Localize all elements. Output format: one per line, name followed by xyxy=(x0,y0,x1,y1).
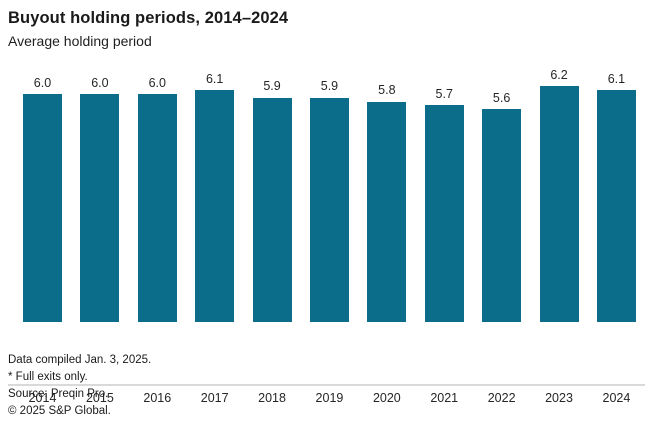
x-axis-tick-label: 2019 xyxy=(315,391,344,405)
footnote-copyright: © 2025 S&P Global. xyxy=(8,405,111,417)
bar-column-2017: 6.1 xyxy=(195,71,235,322)
x-axis-tick-label: 2024 xyxy=(602,391,631,405)
chart-footnotes: Data compiled Jan. 3, 2025. * Full exits… xyxy=(8,352,151,420)
x-axis-tick-label: 2018 xyxy=(258,391,286,405)
bar-value-label: 6.1 xyxy=(205,71,224,86)
bar-value-label: 6.0 xyxy=(148,75,166,90)
bar-column-2020: 5.8 xyxy=(367,83,407,322)
chart-header: Buyout holding periods, 2014–2024 Averag… xyxy=(0,0,660,49)
bar-value-label: 6.2 xyxy=(550,67,568,82)
x-axis-tick-labels: 2014 2015 2016 2017 2018 2019 2020 2021 2022 2023… xyxy=(23,392,636,405)
bar xyxy=(23,94,62,322)
bar-column-2021: 5.7 xyxy=(424,86,464,322)
bar-column-2024: 6.1 xyxy=(596,71,636,322)
chart-title: Buyout holding periods, 2014–2024 xyxy=(8,9,289,27)
x-axis-tick-label: 2015 xyxy=(85,391,114,405)
bar-value-label: 5.9 xyxy=(263,79,281,94)
bar-value-label: 5.6 xyxy=(492,90,511,105)
bar-column-2014: 6.0 xyxy=(23,75,62,322)
plot-area: 6.0 6.0 6.0 6.1 5.9 5.9 5.8 5.7 5.6 6.2 6.1 xyxy=(23,62,636,322)
x-axis-tick-label: 2021 xyxy=(430,391,459,405)
bar xyxy=(482,109,522,322)
bar-value-label: 5.7 xyxy=(435,86,453,101)
footnote-source: Source: Preqin Pro. xyxy=(8,388,109,400)
bar xyxy=(424,105,464,322)
bar xyxy=(80,94,120,322)
chart-subtitle: Average holding period xyxy=(8,32,152,49)
bar xyxy=(367,101,407,322)
bar-value-label: 6.0 xyxy=(91,75,109,90)
bar-column-2018: 5.9 xyxy=(252,79,292,322)
bar xyxy=(309,97,349,322)
bar-column-2016: 6.0 xyxy=(137,75,177,322)
bar-value-label: 5.8 xyxy=(378,83,396,98)
bar xyxy=(195,90,235,322)
x-axis-tick-label: 2020 xyxy=(372,391,401,405)
bar-column-2019: 5.9 xyxy=(309,79,349,322)
bar xyxy=(137,94,177,322)
x-axis-tick-label: 2022 xyxy=(487,391,516,405)
bar-value-label: 6.1 xyxy=(607,71,626,86)
x-axis-line xyxy=(8,384,645,386)
bar xyxy=(252,97,292,322)
bar-column-2023: 6.2 xyxy=(539,67,579,322)
bar-column-2022: 5.6 xyxy=(482,90,522,322)
x-axis-tick-label: 2017 xyxy=(200,391,229,405)
x-axis-tick-label: 2014 xyxy=(28,391,57,405)
footnote-data-compiled: Data compiled Jan. 3, 2025. xyxy=(8,354,152,366)
bar-column-2015: 6.0 xyxy=(80,75,120,322)
bar-chart: 6.0 6.0 6.0 6.1 5.9 5.9 5.8 5.7 5.6 6.2 6.1 2014 20… xyxy=(0,62,660,404)
footnote-full-exits: * Full exits only. xyxy=(8,371,88,383)
bar-value-label: 5.9 xyxy=(320,79,339,94)
x-axis-tick-label: 2016 xyxy=(143,391,172,405)
bar xyxy=(539,86,579,322)
x-axis-tick-label: 2023 xyxy=(545,391,573,405)
bar xyxy=(596,90,636,322)
bar-value-label: 6.0 xyxy=(33,75,52,90)
